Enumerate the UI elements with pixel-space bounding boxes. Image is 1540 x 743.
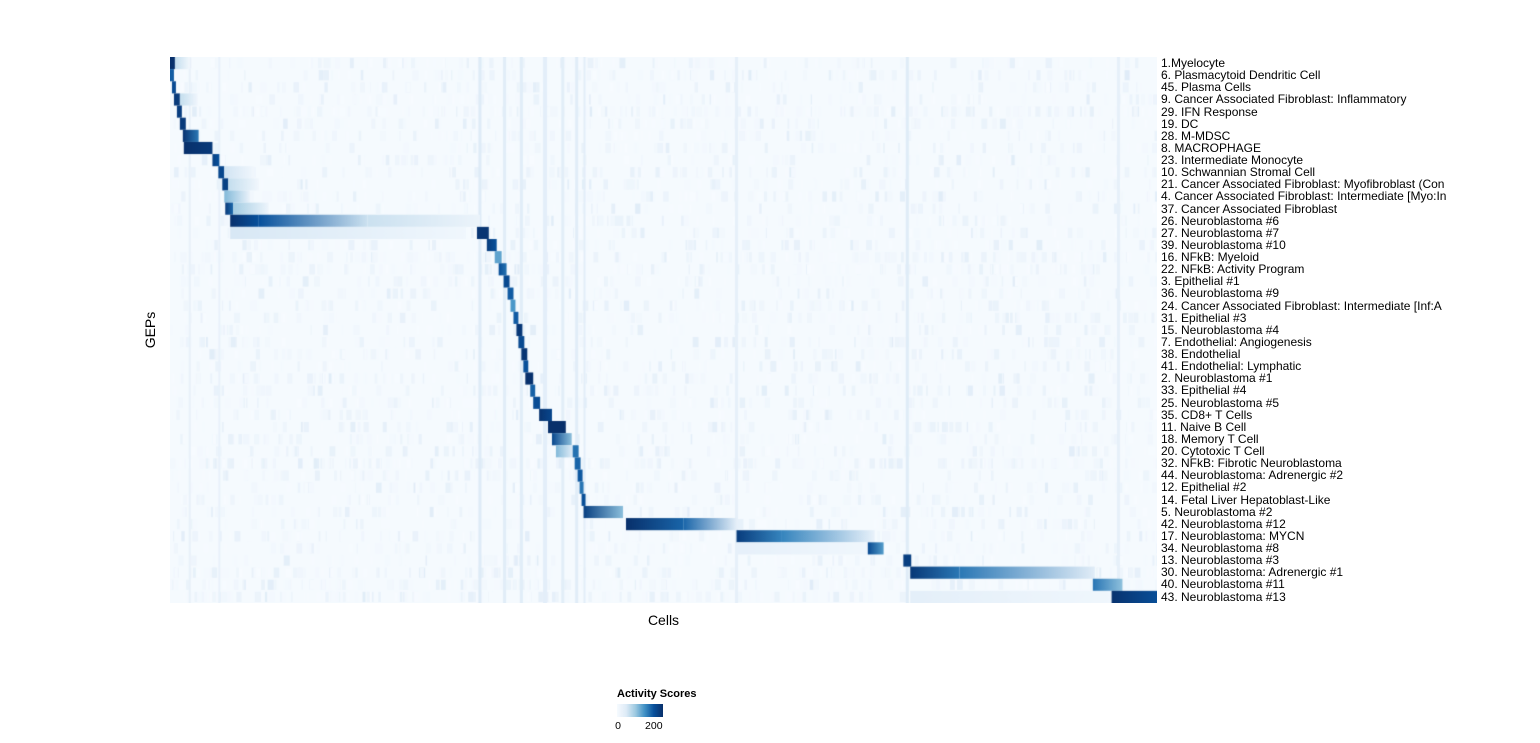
gep-row-label: 32. NFkB: Fibrotic Neuroblastoma (1161, 456, 1342, 471)
legend-title: Activity Scores (617, 688, 697, 700)
gep-row-label: 9. Cancer Associated Fibroblast: Inflamm… (1161, 92, 1407, 107)
gep-row-label: 17. Neuroblastoma: MYCN (1161, 528, 1305, 543)
gep-row-label: 16. NFkB: Myeloid (1161, 250, 1260, 264)
activity-scores-legend: Activity Scores 0 200 (615, 688, 737, 732)
gep-row-label: 3. Epithelial #1 (1161, 274, 1240, 289)
gep-row-label: 13. Neuroblastoma #3 (1161, 553, 1280, 568)
legend-tick-max: 200 (645, 720, 663, 732)
gep-row-label: 36. Neuroblastoma #9 (1161, 286, 1280, 301)
gep-row-label: 30. Neuroblastoma: Adrenergic #1 (1161, 565, 1344, 580)
gep-row-label: 41. Endothelial: Lymphatic (1161, 359, 1302, 374)
gep-row-label: 19. DC (1161, 116, 1199, 131)
row-labels: 1.Myelocyte 6. Plasmacytoid Dendritic Cel… (1161, 57, 1540, 603)
gep-row-label: 37. Cancer Associated Fibroblast (1161, 201, 1338, 216)
gep-row-label: 29. IFN Response (1161, 104, 1258, 119)
x-axis-label: Cells (647, 612, 680, 628)
gep-row-label: 21. Cancer Associated Fibroblast: Myofib… (1161, 177, 1445, 192)
gep-row-label: 11. Naive B Cell (1161, 419, 1247, 434)
gep-row-label: 38. Endothelial (1161, 347, 1241, 361)
gep-row-label: 26. Neuroblastoma #6 (1161, 213, 1280, 228)
legend-colorbar (617, 704, 663, 717)
gep-row-label: 2. Neuroblastoma #1 (1161, 371, 1273, 386)
gep-row-label: 8. MACROPHAGE (1161, 140, 1262, 155)
gep-row-label: 39. Neuroblastoma #10 (1161, 237, 1286, 252)
gep-row-label: 18. Memory T Cell (1161, 431, 1259, 446)
gep-row-label: 6. Plasmacytoid Dendritic Cell (1161, 68, 1321, 83)
y-axis-label: GEPs (142, 311, 158, 349)
gep-row-label: 42. Neuroblastoma #12 (1161, 516, 1286, 531)
gep-row-label: 45. Plasma Cells (1161, 80, 1252, 95)
gep-row-label: 4. Cancer Associated Fibroblast: Interme… (1161, 189, 1447, 204)
legend-tick-min: 0 (615, 720, 621, 732)
gep-row-label: 24. Cancer Associated Fibroblast: Interm… (1161, 298, 1442, 313)
gep-row-label: 44. Neuroblastoma: Adrenergic #2 (1161, 468, 1344, 483)
gep-row-label: 23. Intermediate Monocyte (1161, 153, 1304, 167)
gep-row-label: 28. M-MDSC (1161, 128, 1231, 143)
heatmap-canvas (170, 57, 1157, 603)
gep-row-label: 40. Neuroblastoma #11 (1161, 577, 1285, 592)
gep-row-label: 27. Neuroblastoma #7 (1161, 225, 1280, 240)
legend-ticks: 0 200 (615, 720, 737, 732)
gep-row-label: 25. Neuroblastoma #5 (1161, 395, 1280, 410)
gep-row-label: 43. Neuroblastoma #13 (1161, 589, 1286, 603)
gep-row-label: 14. Fetal Liver Hepatoblast-Like (1161, 492, 1331, 507)
gep-row-label: 35. CD8+ T Cells (1161, 407, 1253, 422)
gep-row-label: 10. Schwannian Stromal Cell (1161, 165, 1316, 180)
gep-row-label: 1.Myelocyte (1161, 57, 1226, 70)
gep-row-label: 5. Neuroblastoma #2 (1161, 504, 1273, 519)
gep-row-label: 34. Neuroblastoma #8 (1161, 541, 1280, 555)
gep-row-label: 15. Neuroblastoma #4 (1161, 322, 1280, 337)
gep-row-label: 12. Epithelial #2 (1161, 480, 1247, 495)
gep-row-label: 20. Cytotoxic T Cell (1161, 444, 1265, 458)
gep-row-label: 7. Endothelial: Angiogenesis (1161, 334, 1312, 349)
gep-row-label: 33. Epithelial #4 (1161, 383, 1247, 398)
gep-row-label: 31. Epithelial #3 (1161, 310, 1247, 325)
gep-row-label: 22. NFkB: Activity Program (1161, 262, 1305, 277)
